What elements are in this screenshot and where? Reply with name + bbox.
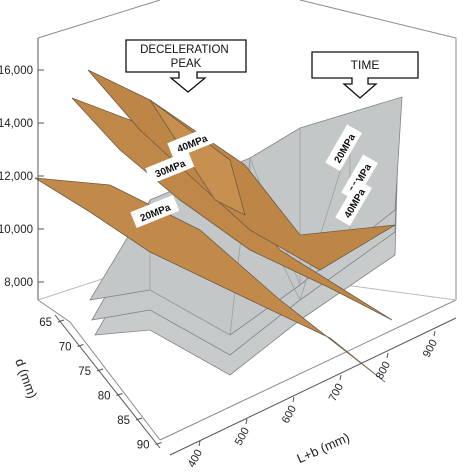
callout-time: TIME xyxy=(311,51,419,99)
callout-deceleration-peak: DECELERATION PEAK xyxy=(125,39,247,93)
y-tick-label: 65 xyxy=(39,317,52,329)
x-tick-label: 900 xyxy=(421,338,440,360)
x-tick-mark xyxy=(292,396,295,403)
z-tick-label: 10,000 xyxy=(0,224,33,236)
y-axis-line xyxy=(54,314,161,449)
y-axis: 65 70 75 80 85 90 d (mm) xyxy=(12,314,162,452)
x-tick-mark xyxy=(198,440,201,447)
y-tick-label: 75 xyxy=(78,366,91,378)
x-axis-line xyxy=(169,317,457,456)
y-tick-label: 85 xyxy=(117,415,130,427)
z-tick-label: 8,000 xyxy=(4,277,33,289)
x-tick-label: 600 xyxy=(280,404,299,426)
y-tick-mark xyxy=(77,344,84,347)
y-tick-label: 70 xyxy=(59,342,72,354)
x-tick-label: 800 xyxy=(374,360,393,382)
floor-left-edge xyxy=(37,299,161,441)
y-tick-label: 80 xyxy=(98,391,111,403)
z-tick-label: 16,000 xyxy=(0,65,33,77)
x-tick-label: 500 xyxy=(233,426,252,448)
y-tick-label: 90 xyxy=(137,440,150,452)
callout-time-text: TIME xyxy=(351,58,380,72)
z-tick-label: 12,000 xyxy=(0,171,33,183)
z-axis: 8,000 10,000 12,000 14,000 16,000 xyxy=(0,38,44,300)
x-tick-mark xyxy=(245,418,248,425)
y-tick-mark xyxy=(57,319,65,323)
callout-time-arrow xyxy=(311,51,419,99)
x-tick-label: 400 xyxy=(186,448,205,470)
x-tick-group: 400 500 600 700 800 900 xyxy=(186,330,440,470)
y-tick-mark xyxy=(96,368,104,372)
z-tick-label: 14,000 xyxy=(0,118,33,130)
back-wall-right xyxy=(299,0,457,300)
floor-front-edge xyxy=(159,299,457,441)
back-wall-top xyxy=(37,0,161,39)
y-tick-group: 65 70 75 80 85 90 xyxy=(39,317,162,452)
y-axis-title: d (mm) xyxy=(12,357,40,401)
x-tick-mark xyxy=(433,330,436,337)
callout-peak-text: DECELERATION PEAK xyxy=(140,44,232,70)
x-tick-label: 700 xyxy=(327,382,346,404)
z-tick-group: 8,000 10,000 12,000 14,000 16,000 xyxy=(0,65,44,289)
y-tick-mark xyxy=(116,393,123,396)
y-tick-mark xyxy=(135,417,143,421)
x-tick-mark xyxy=(339,374,342,381)
x-axis-title: L+b (mm) xyxy=(295,430,352,466)
y-tick-mark xyxy=(155,442,162,445)
callout-peak-arrow xyxy=(125,39,247,93)
x-tick-mark xyxy=(386,352,389,359)
